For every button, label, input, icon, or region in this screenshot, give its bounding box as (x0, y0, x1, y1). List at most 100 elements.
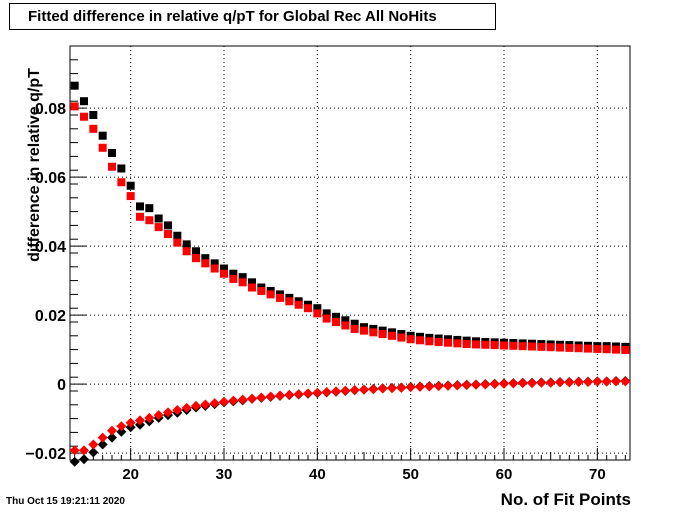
data-point-diamond (69, 456, 80, 467)
data-point-diamond (508, 378, 519, 389)
data-point-square (537, 342, 546, 351)
data-point-square (276, 293, 284, 302)
data-point-diamond (275, 390, 285, 401)
x-tick-label: 20 (122, 466, 139, 483)
data-point-diamond (377, 383, 388, 394)
data-point-diamond (181, 402, 192, 413)
data-point-diamond (88, 447, 99, 458)
data-point-square (182, 247, 191, 256)
data-point-diamond (144, 412, 155, 423)
data-point-square (574, 344, 583, 353)
data-point-square (350, 324, 359, 333)
data-point-square (229, 269, 238, 278)
y-tick-label: 0 (57, 377, 66, 394)
data-point-square (248, 278, 256, 287)
data-point-diamond (303, 388, 313, 399)
data-point-square (108, 148, 116, 157)
data-point-diamond (620, 376, 631, 387)
data-point-diamond (331, 386, 341, 397)
data-point-diamond (97, 432, 108, 443)
data-point-diamond (433, 381, 444, 392)
data-point-diamond (219, 396, 229, 407)
data-point-square (154, 223, 163, 232)
data-point-diamond (97, 439, 108, 450)
data-point-square (220, 264, 228, 273)
data-point-square (192, 247, 200, 256)
data-point-square (481, 340, 490, 349)
axis-ticks (70, 45, 626, 461)
data-point-square (257, 286, 266, 295)
data-point-square (546, 343, 555, 352)
data-point-square (462, 340, 471, 349)
data-point-diamond (396, 382, 407, 393)
data-point-square (332, 312, 340, 321)
timestamp: Thu Oct 15 19:21:11 2020 (6, 496, 125, 507)
data-point-diamond (321, 387, 332, 398)
data-point-diamond (340, 385, 351, 396)
x-axis-title: No. of Fit Points (500, 490, 631, 509)
data-point-diamond (163, 407, 173, 418)
data-point-diamond (237, 394, 248, 405)
data-point-square (360, 326, 368, 335)
data-point-square (164, 221, 172, 230)
data-point-diamond (172, 404, 183, 415)
data-point-square (556, 343, 564, 352)
data-point-square (80, 112, 88, 121)
data-point-square (229, 274, 238, 283)
data-point-square (285, 297, 294, 306)
data-point-diamond (471, 379, 481, 390)
data-point-diamond (583, 377, 593, 388)
data-point-square (173, 231, 182, 240)
data-point-square (89, 111, 98, 119)
data-point-square (154, 214, 163, 223)
data-point-square (126, 192, 135, 201)
data-point-square (612, 345, 620, 354)
data-point-square (416, 336, 424, 345)
data-point-diamond (107, 425, 117, 436)
chart-title: Fitted difference in relative q/pT for G… (9, 3, 496, 30)
data-point-square (397, 333, 406, 342)
data-point-diamond (265, 391, 276, 402)
data-point-square (500, 341, 508, 350)
data-point-square (80, 97, 88, 106)
data-point-diamond (387, 383, 397, 394)
data-point-square (294, 300, 303, 309)
data-point-square (220, 269, 228, 278)
x-tick-label: 30 (216, 466, 233, 483)
data-point-square (238, 278, 247, 287)
data-point-diamond (116, 426, 127, 437)
data-point-diamond (293, 389, 304, 400)
data-point-square (248, 283, 256, 292)
data-point-square (378, 330, 387, 339)
x-tick-label: 70 (589, 466, 606, 483)
data-point-diamond (592, 376, 603, 387)
data-point-diamond (611, 376, 621, 387)
data-point-diamond (116, 421, 127, 432)
data-point-square (313, 304, 322, 313)
data-point-square (490, 341, 499, 350)
data-point-square (565, 343, 574, 352)
data-point-diamond (256, 392, 267, 403)
data-point-square (108, 162, 116, 171)
y-tick-label: −0.02 (26, 446, 67, 463)
data-point-diamond (564, 377, 575, 388)
data-point-square (210, 264, 219, 273)
data-point-diamond (601, 376, 612, 387)
grid (70, 46, 630, 460)
data-point-square (164, 230, 172, 239)
data-point-diamond (405, 382, 416, 393)
data-point-diamond (312, 387, 323, 398)
data-point-square (528, 342, 536, 351)
data-point-diamond (545, 377, 556, 388)
data-point-diamond (517, 378, 528, 389)
data-point-diamond (349, 384, 360, 395)
data-point-diamond (125, 417, 136, 428)
y-tick-label: 0.08 (35, 101, 66, 118)
data-point-square (444, 338, 452, 347)
data-point-square (201, 259, 210, 268)
data-point-square (322, 309, 331, 318)
data-point-diamond (191, 400, 201, 411)
data-point-square (406, 335, 415, 344)
data-point-square (388, 331, 396, 340)
